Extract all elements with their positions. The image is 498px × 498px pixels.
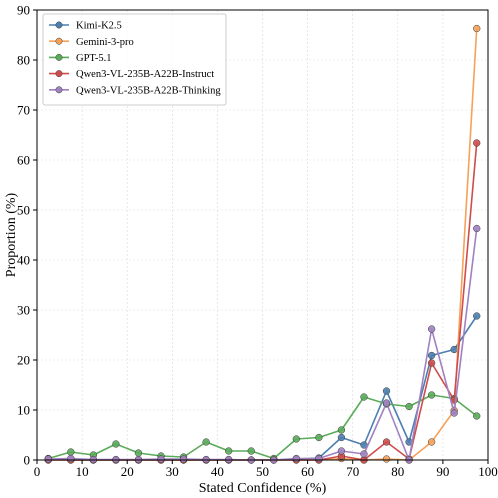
y-tick-label: 90 bbox=[17, 3, 30, 18]
legend-label-gemini-3-pro: Gemini-3-pro bbox=[76, 37, 134, 48]
data-point-gpt-5-1 bbox=[225, 447, 233, 455]
series-line-gpt-5-1 bbox=[48, 394, 478, 460]
y-tick-label: 40 bbox=[17, 253, 30, 268]
data-point-kimi-k2-5 bbox=[450, 345, 458, 354]
data-point-gpt-5-1 bbox=[315, 433, 323, 442]
data-point-gemini-3-pro bbox=[382, 455, 391, 463]
y-axis-title: Proportion (%) bbox=[4, 192, 19, 277]
data-point-gpt-5-1 bbox=[202, 438, 210, 446]
y-tick-label: 60 bbox=[17, 153, 30, 168]
legend-label-gpt-5-1: GPT-5.1 bbox=[76, 53, 112, 64]
data-point-kimi-k2-5 bbox=[427, 351, 436, 360]
x-tick-label: 10 bbox=[76, 464, 89, 479]
y-tick-label: 80 bbox=[17, 53, 30, 68]
legend-swatch-marker-qwen3-vl-235b-a22b-thinking bbox=[55, 86, 63, 94]
y-tick-label: 30 bbox=[17, 303, 30, 318]
x-tick-label: 40 bbox=[211, 464, 224, 479]
data-point-qwen3-vl-235b-a22b-thinking bbox=[179, 455, 188, 463]
x-tick-label: 50 bbox=[256, 464, 269, 479]
x-tick-label: 100 bbox=[478, 464, 498, 479]
y-tick-label: 70 bbox=[17, 103, 30, 118]
y-tick-label: 20 bbox=[17, 353, 30, 368]
data-point-qwen3-vl-235b-a22b-thinking bbox=[337, 447, 346, 455]
x-tick-label: 30 bbox=[166, 464, 179, 479]
y-tick-label: 10 bbox=[17, 403, 30, 418]
legend-swatch-marker-kimi-k2-5 bbox=[55, 21, 63, 29]
legend-swatch-marker-qwen3-vl-235b-a22b-instruct bbox=[55, 70, 63, 78]
legend: Kimi-K2.5 Gemini-3-pro GPT-5.1 Qwen3-VL-235… bbox=[42, 13, 227, 106]
data-point-qwen3-vl-235b-a22b-instruct bbox=[382, 438, 391, 446]
x-tick-label: 90 bbox=[436, 464, 449, 479]
data-point-gemini-3-pro bbox=[427, 438, 436, 446]
legend-label-qwen3-vl-235b-a22b-instruct: Qwen3-VL-235B-A22B-Instruct bbox=[76, 69, 214, 80]
data-point-gpt-5-1 bbox=[67, 448, 75, 456]
data-point-gpt-5-1 bbox=[247, 447, 255, 455]
data-point-qwen3-vl-235b-a22b-thinking bbox=[427, 325, 436, 333]
x-tick-label: 70 bbox=[346, 464, 359, 479]
data-point-gpt-5-1 bbox=[360, 393, 368, 401]
data-point-gpt-5-1 bbox=[405, 402, 413, 411]
data-point-qwen3-vl-235b-a22b-thinking bbox=[315, 454, 323, 463]
legend-label-qwen3-vl-235b-a22b-thinking: Qwen3-VL-235B-A22B-Thinking bbox=[76, 85, 221, 96]
data-point-qwen3-vl-235b-a22b-thinking bbox=[292, 454, 300, 463]
data-point-gpt-5-1 bbox=[112, 440, 120, 448]
x-tick-label: 60 bbox=[301, 464, 314, 479]
legend-box bbox=[42, 13, 227, 106]
data-point-qwen3-vl-235b-a22b-thinking bbox=[360, 450, 368, 458]
data-point-gpt-5-1 bbox=[134, 449, 143, 457]
data-point-gpt-5-1 bbox=[473, 412, 481, 420]
legend-swatch-marker-gpt-5-1 bbox=[55, 53, 63, 61]
y-tick-label: 50 bbox=[17, 203, 30, 218]
data-point-qwen3-vl-235b-a22b-thinking bbox=[473, 224, 481, 233]
y-tick-label: 0 bbox=[24, 453, 31, 468]
x-tick-label: 80 bbox=[391, 464, 404, 479]
x-tick-label: 20 bbox=[121, 464, 134, 479]
x-tick-label: 0 bbox=[34, 464, 41, 479]
data-point-kimi-k2-5 bbox=[337, 433, 346, 442]
legend-swatch-marker-gemini-3-pro bbox=[55, 37, 63, 45]
data-point-gpt-5-1 bbox=[292, 435, 300, 443]
data-point-qwen3-vl-235b-a22b-instruct bbox=[427, 359, 436, 367]
data-point-qwen3-vl-235b-a22b-thinking bbox=[382, 399, 391, 407]
data-point-qwen3-vl-235b-a22b-thinking bbox=[157, 455, 165, 463]
data-point-qwen3-vl-235b-a22b-thinking bbox=[450, 409, 458, 417]
data-point-gemini-3-pro bbox=[473, 24, 481, 33]
data-point-qwen3-vl-235b-a22b-thinking bbox=[44, 455, 52, 463]
data-point-kimi-k2-5 bbox=[473, 312, 481, 320]
data-point-kimi-k2-5 bbox=[382, 387, 391, 395]
data-point-qwen3-vl-235b-a22b-thinking bbox=[67, 454, 75, 463]
data-point-gpt-5-1 bbox=[427, 391, 436, 399]
tick-layer: 0 10 20 30 40 50 60 70 80 90 100 0 10 20 30 40 50 60 70 80 9… bbox=[17, 3, 498, 480]
data-point-qwen3-vl-235b-a22b-instruct bbox=[473, 139, 481, 147]
x-axis-title: Stated Confidence (%) bbox=[199, 481, 327, 496]
legend-label-kimi-k2-5: Kimi-K2.5 bbox=[76, 21, 122, 32]
data-point-gpt-5-1 bbox=[337, 426, 346, 434]
